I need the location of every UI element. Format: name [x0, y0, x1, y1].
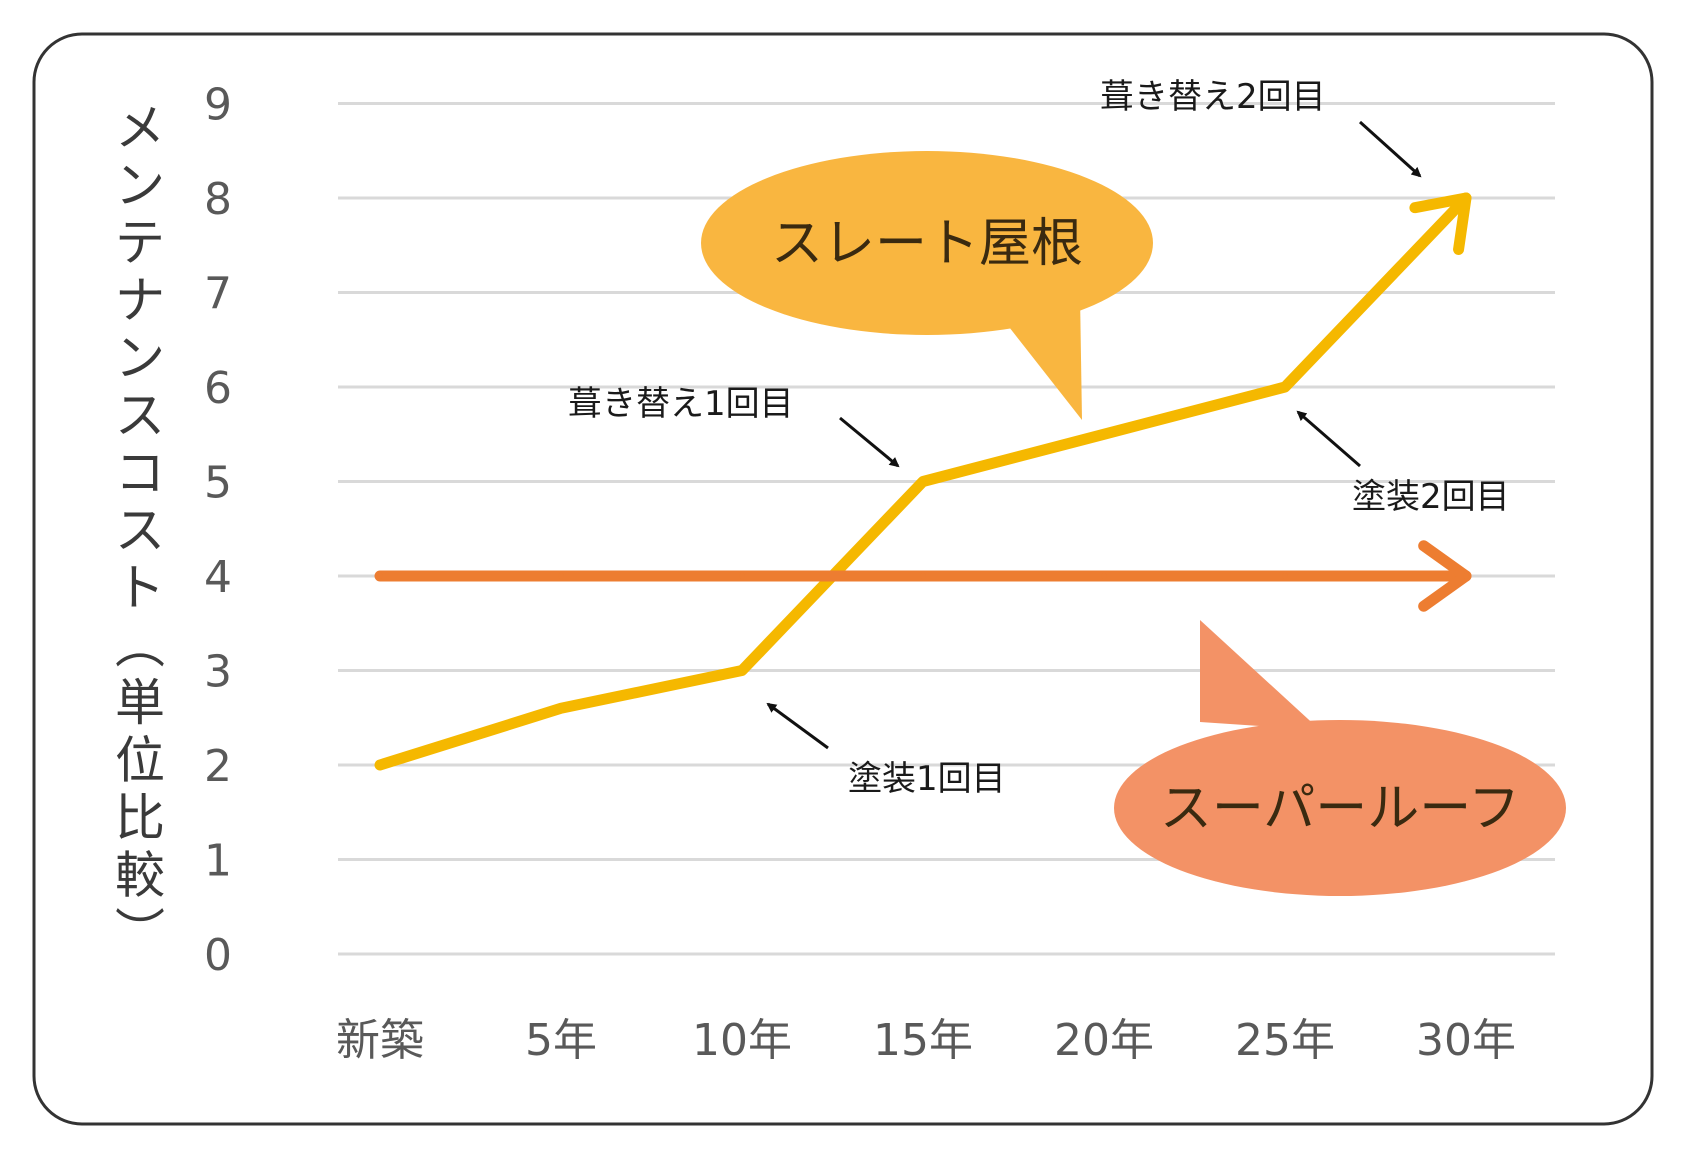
annotation-label: 塗装1回目: [848, 759, 1006, 799]
x-tick-label: 新築: [336, 1015, 424, 1066]
y-tick-label: 0: [204, 930, 232, 981]
data-point: [1463, 573, 1469, 579]
callout-tail: [1200, 620, 1320, 730]
y-tick-label: 1: [204, 836, 232, 887]
x-tick-label: 20年: [1054, 1015, 1154, 1066]
series-callout-0: スレート屋根: [701, 151, 1153, 420]
annotation-arrow: [1296, 410, 1361, 468]
y-tick-label: 2: [204, 741, 232, 792]
x-tick-label: 25年: [1235, 1015, 1335, 1066]
callout-bubble: [701, 151, 1153, 335]
data-point: [1282, 573, 1288, 579]
annotation-arrow: [766, 702, 829, 750]
data-point: [1101, 431, 1107, 438]
y-axis-label: メンテナンスコスト︵単位比較︶: [115, 99, 165, 962]
x-tick-label: 15年: [873, 1015, 973, 1066]
y-tick-label: 7: [204, 269, 232, 320]
y-tick-label: 5: [204, 458, 232, 509]
annotation-arrow: [839, 416, 900, 468]
series-name-label: スーパールーフ: [1160, 779, 1520, 839]
x-tick-label: 5年: [525, 1015, 597, 1066]
x-tick-label: 10年: [692, 1015, 792, 1066]
y-tick-label: 9: [204, 80, 232, 131]
annotation-arrow: [1358, 120, 1422, 178]
annotation-label: 葺き替え2回目: [1100, 77, 1326, 117]
annotation-label: 葺き替え1回目: [568, 384, 794, 424]
data-point: [377, 762, 383, 768]
data-point: [1463, 195, 1469, 201]
y-tick-label: 4: [204, 552, 232, 603]
data-point: [558, 573, 564, 579]
annotation-label: 塗装2回目: [1352, 477, 1510, 517]
y-tick-label: 3: [204, 647, 232, 698]
data-point: [1282, 384, 1288, 390]
data-point: [377, 573, 383, 579]
data-point: [1101, 573, 1107, 579]
data-point: [739, 667, 745, 674]
data-point: [920, 573, 926, 579]
y-tick-label: 6: [204, 363, 232, 414]
y-tick-label: 8: [204, 174, 232, 225]
x-tick-label: 30年: [1416, 1015, 1516, 1066]
series-name-label: スレート屋根: [771, 214, 1083, 274]
series-callout-1: スーパールーフ: [1114, 620, 1566, 896]
data-point: [558, 705, 564, 712]
data-point: [739, 573, 745, 579]
callout-bubble: [1114, 720, 1566, 896]
data-point: [920, 478, 926, 485]
